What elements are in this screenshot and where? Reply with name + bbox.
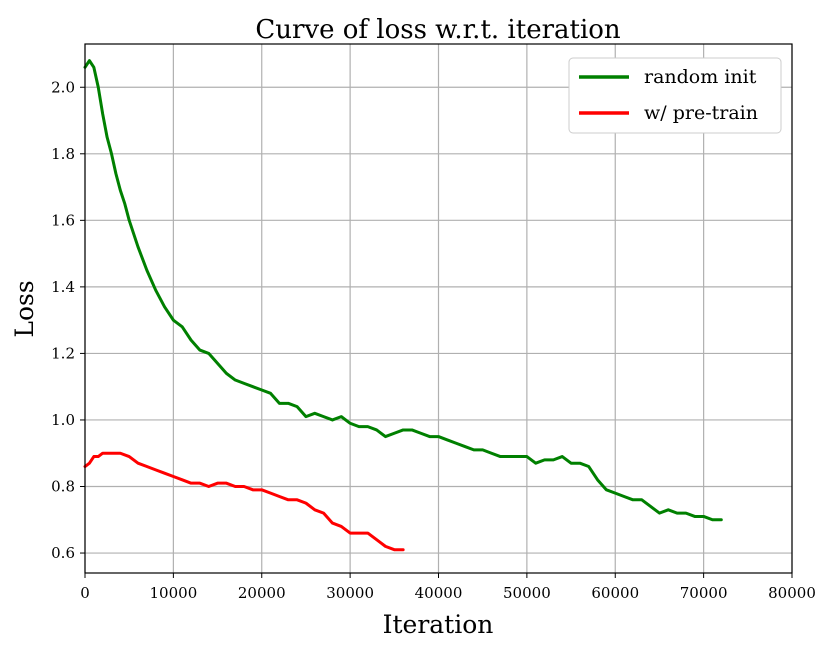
y-tick-label: 1.8 [51, 145, 75, 163]
y-tick-label: 0.6 [51, 544, 75, 562]
y-tick-label: 0.8 [51, 477, 75, 495]
series-line-random-init [83, 59, 723, 522]
x-tick-label: 0 [80, 584, 90, 602]
x-tick-label: 70000 [680, 584, 728, 602]
x-tick-label: 80000 [768, 584, 816, 602]
y-tick-label: 1.6 [51, 211, 75, 229]
x-tick-label: 50000 [503, 584, 551, 602]
series-layer [83, 59, 723, 552]
y-tick-label: 1.0 [51, 411, 75, 429]
x-axis-label: Iteration [383, 610, 494, 639]
series-line-w-pre-train [83, 451, 405, 552]
x-tick-label: 20000 [238, 584, 286, 602]
y-tick-label: 1.4 [51, 278, 75, 296]
legend: random init w/ pre-train [568, 57, 782, 134]
grid-layer [84, 44, 793, 573]
x-tick-label: 30000 [326, 584, 374, 602]
y-axis-label: Loss [10, 280, 39, 337]
y-tick-label: 1.2 [51, 344, 75, 362]
x-tick-label: 40000 [415, 584, 463, 602]
x-tick-label: 10000 [150, 584, 198, 602]
legend-label-random-init: random init [644, 66, 757, 88]
x-tick-label: 60000 [591, 584, 639, 602]
y-tick-label: 2.0 [51, 78, 75, 96]
ticks-layer: 0 10000 20000 30000 40000 50000 60000 70000 8000… [51, 78, 816, 602]
legend-label-w-pre-train: w/ pre-train [644, 102, 758, 124]
chart-title: Curve of loss w.r.t. iteration [255, 15, 621, 45]
